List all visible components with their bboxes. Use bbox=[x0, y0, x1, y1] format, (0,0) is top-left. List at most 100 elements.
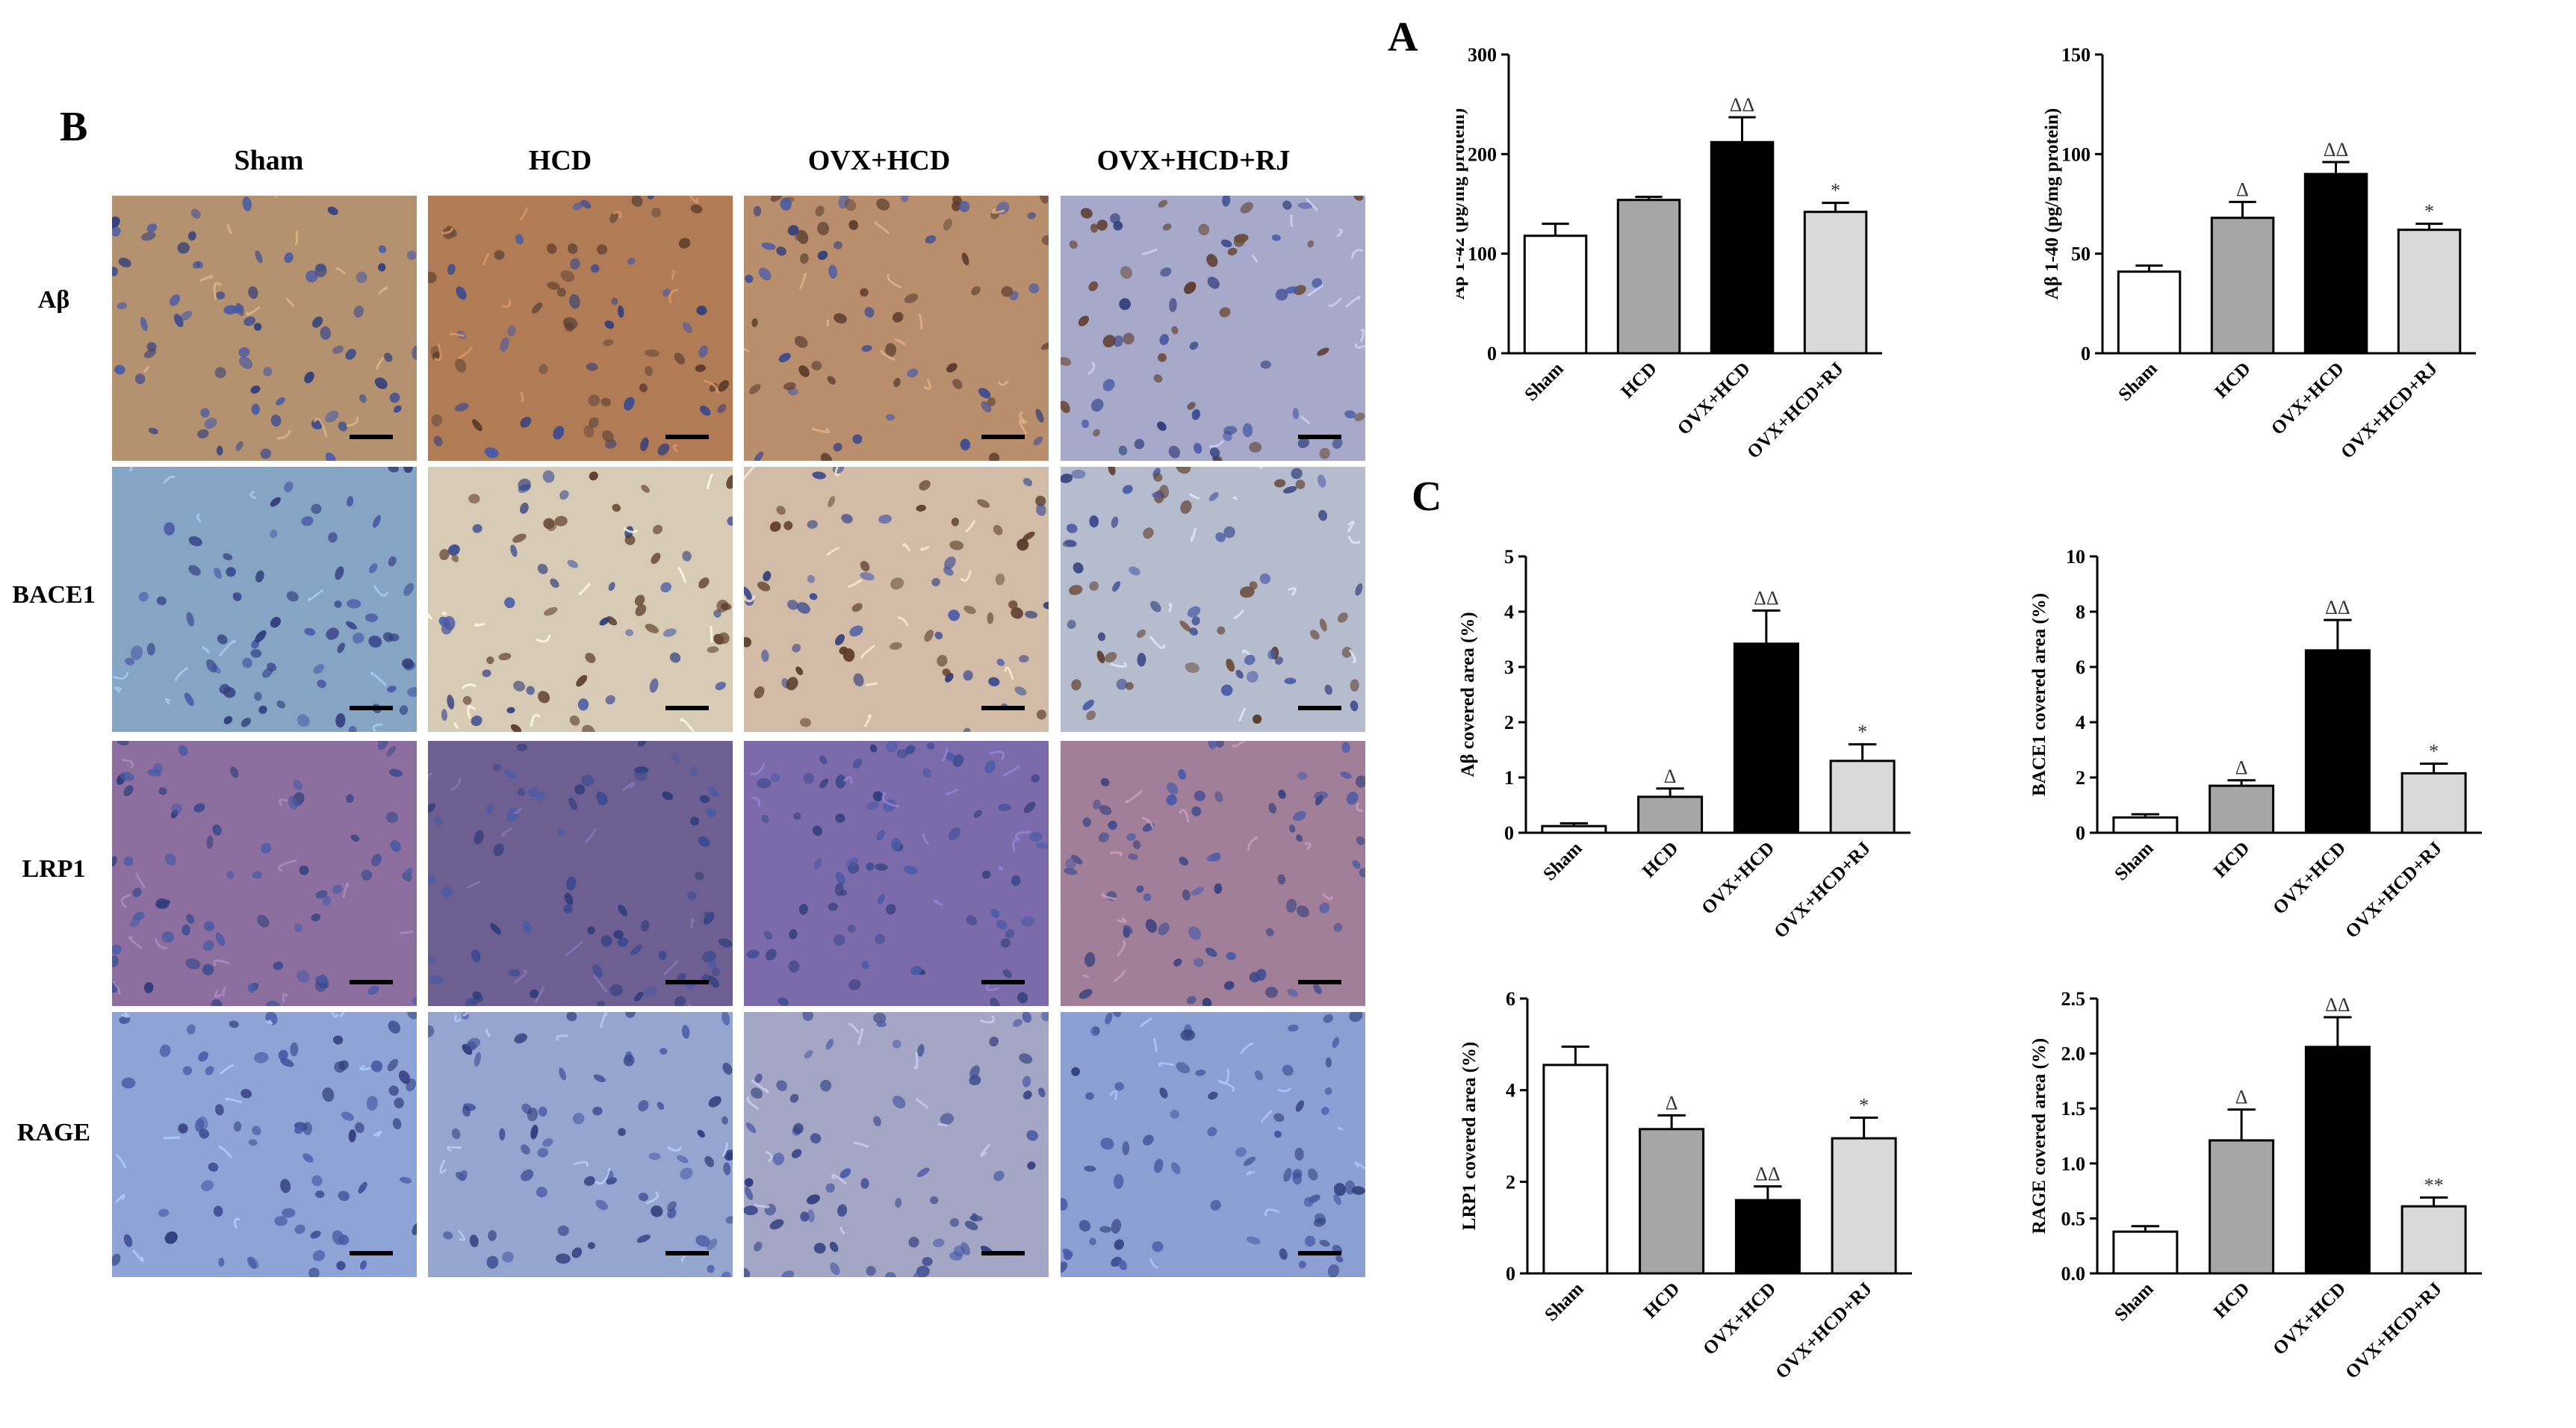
bar-ovx-hcd bbox=[2303, 173, 2368, 355]
micrograph-abeta-hcd bbox=[428, 196, 733, 461]
micrograph-lrp1-hcd bbox=[428, 741, 733, 1006]
x-tick-label: OVX+HCD+RJ bbox=[2341, 1279, 2445, 1382]
bar-hcd bbox=[2209, 784, 2275, 834]
y-tick-label: 5 bbox=[1504, 546, 1514, 568]
bar-sham bbox=[2112, 816, 2179, 834]
row-label-lrp1: LRP1 bbox=[22, 855, 86, 883]
micrograph-lrp1-sham bbox=[112, 741, 417, 1006]
y-axis-label: RAGE covered area (%) bbox=[2029, 1038, 2049, 1234]
y-tick-label: 2 bbox=[1504, 712, 1514, 733]
y-tick-label: 1.5 bbox=[2061, 1098, 2086, 1120]
y-tick-label: 300 bbox=[1468, 44, 1497, 66]
bar-ovx-hcd-rj bbox=[2400, 772, 2467, 834]
y-tick-label: 10 bbox=[2066, 546, 2085, 568]
y-tick-label: 6 bbox=[1506, 988, 1515, 1010]
micrograph-bace1-ovx-hcd bbox=[744, 467, 1049, 732]
significance-marker: ΔΔ bbox=[1755, 1163, 1780, 1185]
y-tick-label: 2.0 bbox=[2061, 1043, 2086, 1065]
bar-hcd bbox=[2209, 1139, 2275, 1275]
y-tick-label: 0.5 bbox=[2061, 1208, 2086, 1229]
significance-marker: * bbox=[2429, 741, 2439, 763]
y-tick-label: 4 bbox=[2076, 712, 2085, 733]
bar-ovx-hcd-rj bbox=[1831, 1137, 1897, 1275]
significance-marker: ** bbox=[2424, 1174, 2444, 1196]
column-label-ovx-hcd-rj: OVX+HCD+RJ bbox=[1096, 145, 1291, 176]
micrograph-lrp1-ovx-hcd bbox=[744, 741, 1049, 1006]
bar-ovx-hcd-rj bbox=[1829, 760, 1896, 834]
bar-ovx-hcd-rj bbox=[2400, 1205, 2467, 1275]
y-axis-label: Aβ 1-42 (pg/mg protein) bbox=[1456, 108, 1468, 299]
y-tick-label: 50 bbox=[2071, 243, 2091, 265]
chart-bace1-covered-area: 0 2 4 6 8 10 BACE1 covered area (%) Sham Δ HCD ΔΔ O… bbox=[2024, 538, 2547, 986]
x-tick-label: OVX+HCD bbox=[1699, 1279, 1780, 1359]
x-tick-label: Sham bbox=[1539, 838, 1586, 884]
micrograph-bace1-hcd bbox=[428, 467, 733, 732]
column-label-sham: Sham bbox=[234, 145, 304, 176]
micrograph-abeta-sham bbox=[112, 196, 417, 461]
x-tick-label: OVX+HCD bbox=[2269, 1279, 2350, 1359]
bar-sham bbox=[1542, 1064, 1609, 1275]
y-tick-label: 0.0 bbox=[2061, 1263, 2086, 1285]
significance-marker: * bbox=[1859, 1094, 1869, 1116]
y-tick-label: 100 bbox=[1468, 243, 1497, 265]
y-tick-label: 3 bbox=[1504, 656, 1514, 678]
y-axis-label: Aβ 1-40 (pg/mg protein) bbox=[2042, 108, 2062, 299]
chart-abeta-1-42: 0 100 200 300 Aβ 1-42 (pg/mg protein) Sham HCD… bbox=[1448, 34, 1934, 489]
x-tick-label: Sham bbox=[1541, 1279, 1587, 1325]
x-tick-label: HCD bbox=[1639, 838, 1682, 881]
bar-ovx-hcd bbox=[1733, 642, 1799, 834]
y-tick-label: 0 bbox=[2081, 343, 2091, 364]
bar-hcd bbox=[2210, 217, 2275, 355]
x-tick-label: Sham bbox=[1521, 358, 1567, 405]
x-tick-label: OVX+HCD bbox=[2268, 358, 2348, 439]
significance-marker: * bbox=[2424, 201, 2434, 223]
bar-ovx-hcd-rj bbox=[2397, 229, 2462, 355]
bar-sham bbox=[2117, 270, 2182, 355]
x-tick-label: Sham bbox=[2111, 838, 2157, 884]
y-tick-label: 200 bbox=[1468, 143, 1497, 165]
row-label-bace1: BACE1 bbox=[12, 581, 96, 609]
significance-marker: ΔΔ bbox=[1754, 588, 1778, 609]
x-tick-label: OVX+HCD bbox=[1674, 358, 1754, 439]
row-label-rage: RAGE bbox=[16, 1119, 91, 1146]
micrograph-rage-ovx-hcd-rj bbox=[1061, 1012, 1365, 1277]
micrograph-abeta-ovx-hcd bbox=[744, 196, 1049, 461]
chart-abeta-covered-area: 0 1 2 3 4 5 Aβ covered area (%) Sham Δ HCD ΔΔ OVX+H… bbox=[1453, 538, 1976, 986]
chart-rage-covered-area: 0.0 0.5 1.0 1.5 2.0 2.5 RAGE covered area (%) S… bbox=[2024, 978, 2547, 1424]
y-tick-label: 4 bbox=[1506, 1080, 1515, 1102]
y-tick-label: 1 bbox=[1504, 767, 1514, 789]
x-tick-label: OVX+HCD+RJ bbox=[2337, 358, 2441, 462]
significance-marker: Δ bbox=[2235, 1087, 2248, 1108]
bar-ovx-hcd bbox=[2304, 1046, 2371, 1275]
column-label-ovx-hcd: OVX+HCD bbox=[807, 145, 951, 176]
x-tick-label: HCD bbox=[1617, 358, 1660, 402]
bar-hcd bbox=[1637, 795, 1704, 834]
micrograph-rage-sham bbox=[112, 1012, 417, 1277]
panel-letter-b: B bbox=[60, 104, 88, 150]
y-tick-label: 2 bbox=[2076, 767, 2085, 789]
x-tick-label: HCD bbox=[2211, 358, 2254, 402]
y-axis-label: Aβ covered area (%) bbox=[1458, 612, 1478, 777]
bar-ovx-hcd bbox=[2304, 649, 2371, 834]
x-tick-label: Sham bbox=[2111, 1279, 2157, 1325]
y-tick-label: 0 bbox=[1504, 822, 1514, 844]
y-tick-label: 2.5 bbox=[2061, 988, 2086, 1010]
significance-marker: * bbox=[1857, 721, 1867, 743]
bar-sham bbox=[2112, 1230, 2179, 1275]
micrograph-abeta-ovx-hcd-rj bbox=[1061, 196, 1365, 461]
bar-ovx-hcd bbox=[1734, 1199, 1801, 1275]
x-tick-label: OVX+HCD+RJ bbox=[1743, 358, 1847, 462]
micrograph-rage-hcd bbox=[428, 1012, 733, 1277]
x-tick-label: OVX+HCD bbox=[1698, 838, 1778, 919]
y-tick-label: 150 bbox=[2061, 44, 2091, 66]
x-tick-label: HCD bbox=[2210, 838, 2253, 881]
micrograph-bace1-ovx-hcd-rj bbox=[1061, 467, 1365, 732]
bar-hcd bbox=[1639, 1128, 1705, 1275]
micrograph-bace1-sham bbox=[112, 467, 417, 732]
y-tick-label: 100 bbox=[2061, 143, 2091, 165]
x-tick-label: OVX+HCD+RJ bbox=[2341, 838, 2445, 942]
micrograph-lrp1-ovx-hcd-rj bbox=[1061, 741, 1365, 1006]
bar-ovx-hcd bbox=[1710, 140, 1775, 355]
x-tick-label: HCD bbox=[2210, 1279, 2253, 1322]
chart-abeta-1-40: 0 50 100 150 Aβ 1-40 (pg/mg protein) Sham Δ HCD… bbox=[2024, 34, 2532, 489]
